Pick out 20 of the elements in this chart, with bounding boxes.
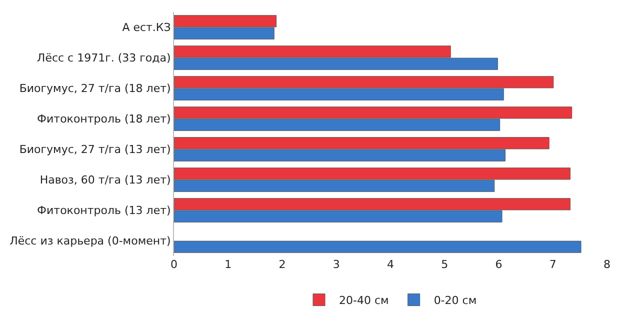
y-tick-label: Биогумус, 27 т/га (18 лет): [19, 82, 171, 96]
y-tick-label: Фитоконтроль (18 лет): [37, 112, 171, 126]
legend-label: 0-20 см: [434, 294, 477, 308]
y-tick-label: Фитоконтроль (13 лет): [37, 204, 171, 218]
x-tick-label: 6: [495, 258, 502, 271]
y-tick-label: Биогумус, 27 т/га (13 лет): [19, 143, 171, 156]
x-tick-label: 2: [278, 258, 286, 271]
y-tick-label: Навоз, 60 т/га (13 лет): [40, 174, 171, 187]
x-tick-label: 5: [441, 258, 448, 271]
legend-label: 20-40 см: [339, 294, 389, 308]
x-tick-label: 1: [224, 258, 232, 271]
bar: [174, 240, 582, 253]
x-tick-label: 3: [332, 258, 340, 271]
y-tick-label: Лёсс из карьера (0-момент): [10, 234, 171, 248]
x-tick-label: 7: [549, 258, 556, 271]
y-tick-label: А ест.КЗ: [122, 21, 171, 34]
y-tick-label: Лёсс с 1971г. (33 года): [36, 52, 171, 65]
x-tick-label: 0: [170, 258, 178, 271]
x-tick-label: 4: [387, 258, 394, 271]
x-tick-label: 8: [604, 258, 610, 271]
